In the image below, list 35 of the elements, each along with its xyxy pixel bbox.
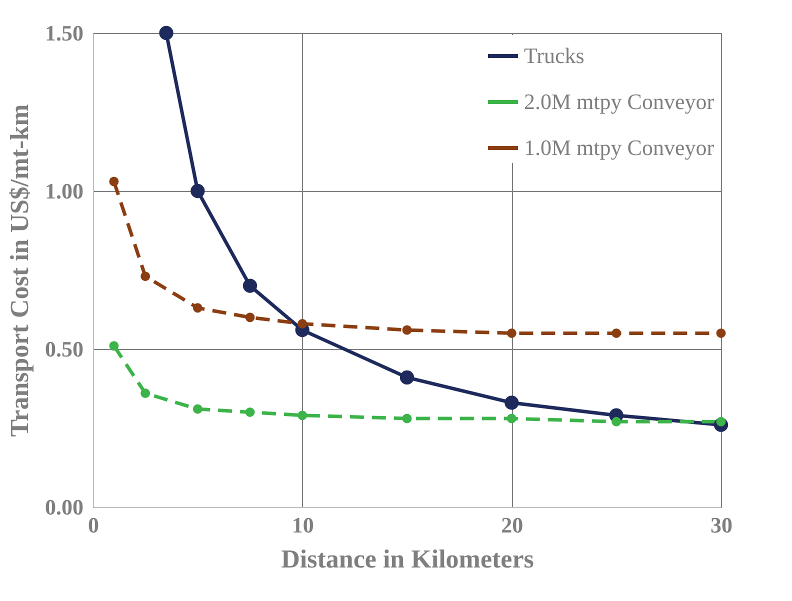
x-tick-label: 0 <box>88 512 99 538</box>
point <box>298 410 308 420</box>
legend-label: 1.0M mtpy Conveyor <box>524 135 715 160</box>
point <box>402 414 412 424</box>
point <box>245 312 255 322</box>
point <box>612 416 622 426</box>
x-tick-label: 30 <box>710 512 732 538</box>
y-tick-label: 0.50 <box>45 336 84 362</box>
point <box>506 328 516 338</box>
point <box>612 328 622 338</box>
legend-label: 2.0M mtpy Conveyor <box>524 89 715 114</box>
x-tick-label: 10 <box>292 512 314 538</box>
point <box>109 341 119 351</box>
point <box>159 26 174 40</box>
y-tick-label: 1.50 <box>45 20 84 46</box>
point <box>245 407 255 417</box>
point <box>140 272 150 282</box>
point <box>716 328 726 338</box>
point <box>192 404 202 414</box>
legend-label: Trucks <box>524 43 584 68</box>
x-tick-label: 20 <box>501 512 524 538</box>
point <box>242 278 258 293</box>
point <box>140 388 150 398</box>
point <box>109 176 119 186</box>
point <box>506 414 516 424</box>
point <box>298 318 308 328</box>
y-tick-label: 1.00 <box>45 178 84 204</box>
point <box>190 184 205 198</box>
point <box>192 303 202 313</box>
point <box>504 396 519 410</box>
point <box>400 370 414 384</box>
y-tick-label: 0.00 <box>45 494 84 520</box>
y-axis-title: Transport Cost in US$/mt-km <box>5 104 34 437</box>
point <box>402 325 412 335</box>
x-axis-title: Distance in Kilometers <box>281 544 534 574</box>
